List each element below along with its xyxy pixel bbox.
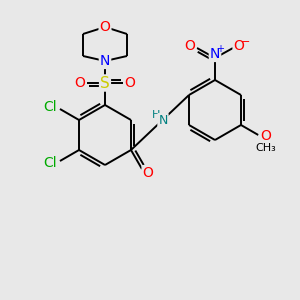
Text: −: − bbox=[241, 37, 251, 47]
Text: CH₃: CH₃ bbox=[255, 143, 276, 153]
Text: O: O bbox=[75, 76, 86, 90]
Text: +: + bbox=[216, 44, 224, 54]
Text: O: O bbox=[184, 39, 195, 53]
Text: N: N bbox=[158, 114, 168, 127]
Text: Cl: Cl bbox=[43, 156, 57, 170]
Text: O: O bbox=[260, 129, 271, 143]
Text: H: H bbox=[152, 110, 160, 121]
Text: N: N bbox=[210, 47, 220, 61]
Text: O: O bbox=[142, 166, 153, 180]
Text: O: O bbox=[100, 20, 110, 34]
Text: Cl: Cl bbox=[43, 100, 57, 114]
Text: O: O bbox=[234, 39, 244, 53]
Text: S: S bbox=[100, 76, 110, 91]
Text: O: O bbox=[124, 76, 135, 90]
Text: N: N bbox=[100, 54, 110, 68]
